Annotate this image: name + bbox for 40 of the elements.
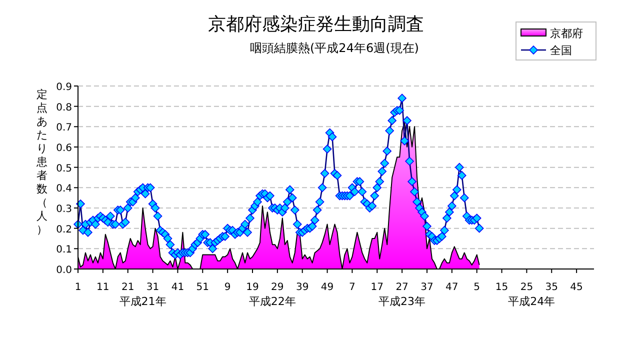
text: 平成24年 xyxy=(508,295,556,308)
x-tick-label: 47 xyxy=(446,282,458,293)
y-tick-label: 0.5 xyxy=(56,163,72,174)
x-tick-label: 25 xyxy=(520,282,534,293)
y-tick-label: 0.7 xyxy=(56,122,72,134)
x-tick-label: 35 xyxy=(545,282,558,293)
x-tick-label: 15 xyxy=(495,282,508,293)
y-tick-label: 0.2 xyxy=(56,224,72,236)
y-tick-label: 0.3 xyxy=(56,204,72,215)
x-tick-label: 37 xyxy=(420,282,434,293)
x-tick-label: 11 xyxy=(96,282,110,293)
text: 平成22年 xyxy=(248,295,296,308)
chart-subtitle: 咽頭結膜熱(平成24年6週(現在) xyxy=(250,41,419,55)
x-tick-label: 21 xyxy=(121,282,134,293)
y-tick-label: 0.6 xyxy=(56,143,72,154)
x-tick-label: 31 xyxy=(146,282,160,293)
x-tick-label: 17 xyxy=(370,282,384,293)
text: 平成21年 xyxy=(119,295,166,308)
x-tick-label: 1 xyxy=(74,282,82,293)
x-tick-label: 7 xyxy=(349,282,356,293)
x-tick-label: 45 xyxy=(570,282,583,293)
text: 定点あたり患者数（人） xyxy=(36,88,48,236)
x-tick-label: 29 xyxy=(271,282,284,293)
legend-label: 京都府 xyxy=(550,27,583,40)
x-tick-label: 49 xyxy=(320,282,334,293)
y-tick-label: 0.4 xyxy=(56,184,72,195)
x-tick-label: 5 xyxy=(474,282,480,293)
legend-label: 全国 xyxy=(550,44,572,57)
x-tick-label: 27 xyxy=(396,282,408,293)
y-tick-label: 0.0 xyxy=(56,265,72,276)
x-tick-label: 51 xyxy=(196,282,210,293)
text: 平成23年 xyxy=(378,295,426,308)
y-tick-label: 0.8 xyxy=(56,102,72,114)
chart-title: 京都府感染症発生動向調査 xyxy=(208,14,424,35)
x-tick-label: 41 xyxy=(171,282,184,293)
x-tick-label: 39 xyxy=(296,282,309,293)
y-tick-label: 0.1 xyxy=(56,244,72,256)
x-tick-label: 9 xyxy=(224,282,231,293)
y-tick-label: 0.9 xyxy=(56,82,72,93)
x-tick-label: 19 xyxy=(246,282,259,293)
